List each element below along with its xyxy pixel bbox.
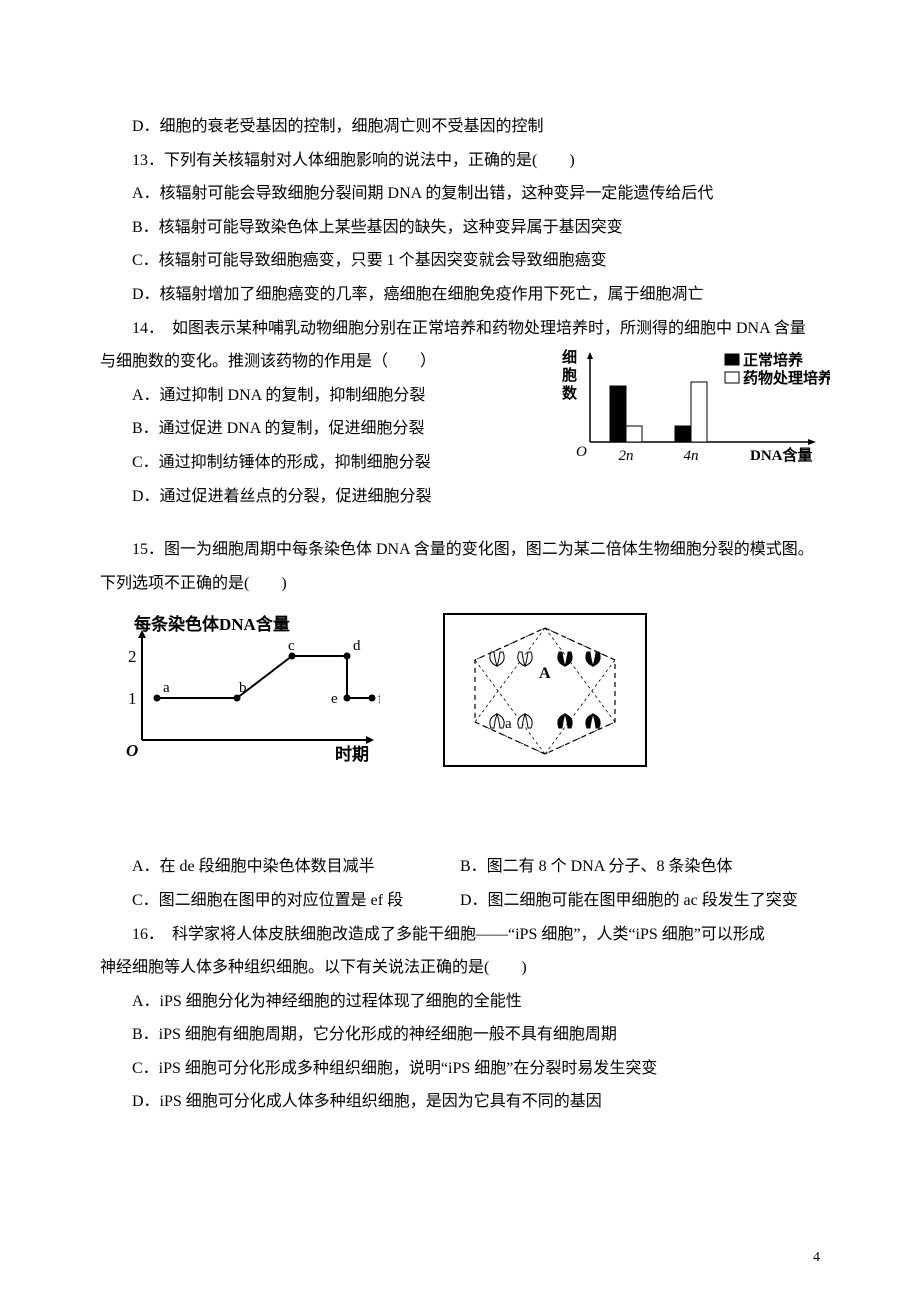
q16-a: A．iPS 细胞分化为神经细胞的过程体现了细胞的全能性 (100, 985, 820, 1019)
svg-text:2n: 2n (619, 448, 634, 464)
q16-c: C．iPS 细胞可分化形成多种组织细胞，说明“iPS 细胞”在分裂时易发生突变 (100, 1052, 820, 1086)
svg-text:O: O (126, 741, 138, 760)
q15-a: A．在 de 段细胞中染色体数目减半 (100, 850, 460, 884)
q13-d: D．核辐射增加了细胞癌变的几率，癌细胞在细胞免疫作用下死亡，属于细胞凋亡 (100, 278, 820, 312)
q15-b: B．图二有 8 个 DNA 分子、8 条染色体 (460, 850, 820, 884)
q16-d: D．iPS 细胞可分化成人体多种组织细胞，是因为它具有不同的基因 (100, 1085, 820, 1119)
svg-text:f: f (378, 691, 380, 707)
svg-text:4n: 4n (684, 448, 699, 464)
q12-d: D．细胞的衰老受基因的控制，细胞凋亡则不受基因的控制 (100, 110, 820, 144)
q15-fig2: Aa (440, 610, 650, 770)
svg-text:2: 2 (128, 647, 137, 666)
svg-text:每条染色体DNA含量: 每条染色体DNA含量 (134, 614, 290, 634)
svg-text:DNA含量: DNA含量 (750, 446, 813, 464)
q15-fig1: 每条染色体DNA含量 O 时期 1 2 a b c d e f (120, 610, 380, 770)
q15-c: C．图二细胞在图甲的对应位置是 ef 段 (100, 884, 460, 918)
svg-text:正常培养: 正常培养 (743, 351, 804, 369)
page-number: 4 (813, 1243, 820, 1272)
q15-figures: 每条染色体DNA含量 O 时期 1 2 a b c d e f Aa (100, 610, 820, 770)
svg-text:时期: 时期 (335, 745, 369, 764)
svg-text:数: 数 (562, 384, 578, 402)
svg-text:c: c (288, 638, 295, 654)
q13-b: B．核辐射可能导致染色体上某些基因的缺失，这种变异属于基因突变 (100, 211, 820, 245)
svg-text:a: a (163, 680, 170, 696)
q13-c: C．核辐射可能导致细胞癌变，只要 1 个基因突变就会导致细胞癌变 (100, 244, 820, 278)
q14-d: D．通过促进着丝点的分裂，促进细胞分裂 (100, 480, 820, 514)
q13-a: A．核辐射可能会导致细胞分裂间期 DNA 的复制出错，这种变异一定能遗传给后代 (100, 177, 820, 211)
q16-b: B．iPS 细胞有细胞周期，它分化形成的神经细胞一般不具有细胞周期 (100, 1018, 820, 1052)
q16-stem1: 16． 科学家将人体皮肤细胞改造成了多能干细胞——“iPS 细胞”，人类“iPS… (100, 918, 820, 952)
q15-row2: C．图二细胞在图甲的对应位置是 ef 段 D．图二细胞可能在图甲细胞的 ac 段… (100, 884, 820, 918)
q14-stem1: 14． 如图表示某种哺乳动物细胞分别在正常培养和药物处理培养时，所测得的细胞中 … (100, 312, 820, 346)
q14-chart: 细胞数 O 2n 4n DNA含量 正常培养药物处理培养 (550, 342, 830, 472)
q16-stem2: 神经细胞等人体多种组织细胞。以下有关说法正确的是( ) (100, 951, 820, 985)
svg-text:a: a (505, 716, 512, 732)
q15-d: D．图二细胞可能在图甲细胞的 ac 段发生了突变 (460, 884, 820, 918)
svg-text:O: O (576, 444, 587, 460)
svg-text:1: 1 (128, 689, 137, 708)
q13-stem: 13．下列有关核辐射对人体细胞影响的说法中，正确的是( ) (100, 144, 820, 178)
q15-row1: A．在 de 段细胞中染色体数目减半 B．图二有 8 个 DNA 分子、8 条染… (100, 850, 820, 884)
svg-text:A: A (539, 665, 551, 682)
q15-stem1: 15．图一为细胞周期中每条染色体 DNA 含量的变化图，图二为某二倍体生物细胞分… (100, 533, 820, 567)
svg-text:细: 细 (562, 348, 577, 366)
svg-text:药物处理培养: 药物处理培养 (743, 369, 830, 387)
svg-text:e: e (331, 691, 338, 707)
q14-block: 14． 如图表示某种哺乳动物细胞分别在正常培养和药物处理培养时，所测得的细胞中 … (100, 312, 820, 514)
svg-text:胞: 胞 (561, 366, 577, 384)
q15-stem2: 下列选项不正确的是( ) (100, 567, 820, 601)
svg-text:b: b (239, 680, 247, 696)
svg-text:d: d (353, 638, 361, 654)
